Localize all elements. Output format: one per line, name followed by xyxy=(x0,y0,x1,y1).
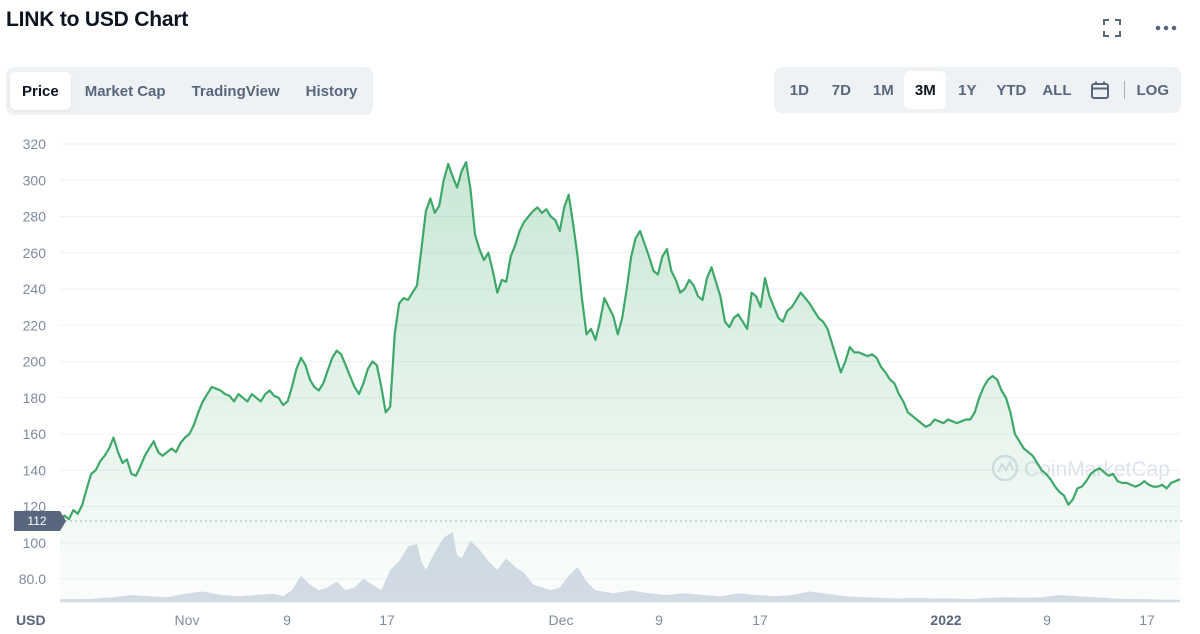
fullscreen-icon[interactable] xyxy=(1100,16,1124,40)
current-price-label: 112 xyxy=(27,514,46,528)
y-tick-label: 240 xyxy=(23,281,47,297)
price-line xyxy=(59,161,1181,522)
y-tick-label: 180 xyxy=(23,390,47,406)
range-1m[interactable]: 1M xyxy=(872,81,894,99)
x-tick-label: Nov xyxy=(175,612,200,628)
range-1y[interactable]: 1Y xyxy=(958,81,977,99)
range-ytd[interactable]: YTD xyxy=(996,81,1027,99)
x-tick-label: 17 xyxy=(752,612,768,628)
y-axis: 80.0 100 120 140 160 180 200 220 240 260 280 300 320 xyxy=(19,136,46,587)
x-tick-label: 9 xyxy=(283,612,291,628)
y-tick-label: 220 xyxy=(23,317,47,333)
currency-label: USD xyxy=(16,612,46,628)
tab-history[interactable]: History xyxy=(305,82,358,100)
top-actions xyxy=(1100,16,1178,40)
price-series xyxy=(59,161,1181,602)
page-title: LINK to USD Chart xyxy=(6,8,189,31)
y-tick-label: 260 xyxy=(23,245,47,261)
range-3m[interactable]: 3M xyxy=(904,71,947,109)
x-tick-label: 9 xyxy=(655,612,663,628)
tab-price[interactable]: Price xyxy=(10,72,71,110)
calendar-icon[interactable] xyxy=(1080,71,1120,109)
x-axis: Nov 9 17 Dec 9 17 2022 9 17 xyxy=(175,612,1155,628)
y-tick-label: 80.0 xyxy=(19,571,46,587)
more-icon[interactable] xyxy=(1154,16,1178,40)
x-tick-label: 17 xyxy=(379,612,395,628)
current-price-badge: 112 xyxy=(14,511,66,531)
y-tick-label: 280 xyxy=(23,209,47,225)
range-all[interactable]: ALL xyxy=(1042,81,1072,99)
chart-tabs: Price Market Cap TradingView History xyxy=(6,67,374,115)
y-tick-label: 160 xyxy=(23,426,47,442)
y-tick-label: 140 xyxy=(23,462,47,478)
y-tick-label: 120 xyxy=(23,499,47,515)
x-tick-label: 9 xyxy=(1043,612,1051,628)
time-range-selector: 1D 7D 1M 3M 1Y YTD ALL LOG xyxy=(774,67,1181,113)
tab-market-cap[interactable]: Market Cap xyxy=(84,82,166,100)
price-area xyxy=(60,162,1180,602)
y-tick-label: 100 xyxy=(23,535,47,551)
x-tick-label: 2022 xyxy=(930,612,961,628)
log-toggle[interactable]: LOG xyxy=(1136,81,1170,99)
range-7d[interactable]: 7D xyxy=(831,81,851,99)
tab-tradingview[interactable]: TradingView xyxy=(191,82,280,100)
x-tick-label: Dec xyxy=(549,612,574,628)
y-tick-label: 200 xyxy=(23,354,47,370)
range-1d[interactable]: 1D xyxy=(789,81,809,99)
y-tick-label: 300 xyxy=(23,172,47,188)
x-tick-label: 17 xyxy=(1139,612,1155,628)
range-divider xyxy=(1123,81,1125,99)
y-tick-label: 320 xyxy=(23,136,47,152)
